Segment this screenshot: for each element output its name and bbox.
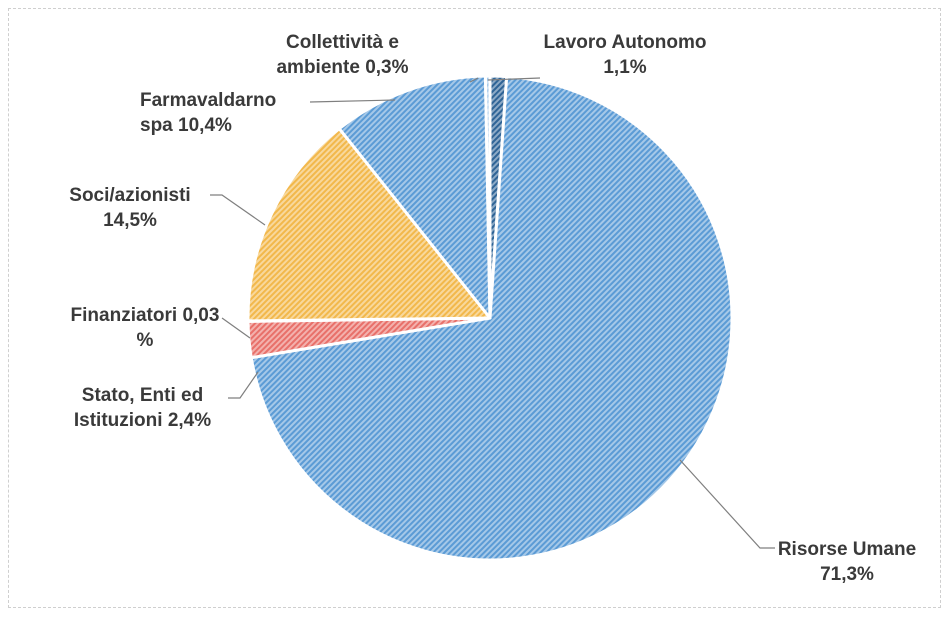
leader-line xyxy=(679,459,775,549)
leader-line xyxy=(221,317,251,339)
category-label: Collettività e ambiente xyxy=(276,32,399,78)
data-label: Collettività e ambiente 0,3% xyxy=(255,30,430,80)
leader-line xyxy=(228,371,259,399)
category-label: Soci/azionisti xyxy=(69,185,191,206)
category-label: Farmavaldarno spa xyxy=(140,90,277,136)
data-label: Soci/azionisti 14,5% xyxy=(50,183,210,233)
leader-line xyxy=(469,77,479,83)
category-label: Stato, Enti ed Istituzioni xyxy=(73,385,204,431)
data-label: Stato, Enti ed Istituzioni 2,4% xyxy=(55,383,230,433)
category-label: Finanziatori xyxy=(70,305,178,326)
category-label: Lavoro Autonomo xyxy=(543,32,707,53)
pie-slice xyxy=(249,75,734,562)
category-label: Risorse Umane xyxy=(777,539,917,560)
chart-frame xyxy=(8,8,941,608)
leader-line xyxy=(210,194,266,226)
value-label: 0,03 % xyxy=(136,305,220,351)
data-label: Farmavaldarno spa 10,4% xyxy=(140,88,310,138)
pie xyxy=(246,74,734,562)
leader-line xyxy=(487,77,541,81)
value-label: 2,4% xyxy=(167,410,212,431)
pie-slice xyxy=(337,74,492,320)
value-label: 71,3% xyxy=(820,564,874,585)
pie-slice xyxy=(483,74,492,320)
data-label: Lavoro Autonomo 1,1% xyxy=(535,30,715,80)
value-label: 0,3% xyxy=(365,57,409,78)
value-label: 14,5% xyxy=(103,210,157,231)
value-label: 1,1% xyxy=(603,57,647,78)
data-label: Risorse Umane 71,3% xyxy=(772,537,922,587)
leader-line xyxy=(309,99,396,103)
data-label: Finanziatori 0,03 % xyxy=(70,303,220,353)
value-label: 10,4% xyxy=(178,115,232,136)
pie-slice xyxy=(246,127,492,323)
